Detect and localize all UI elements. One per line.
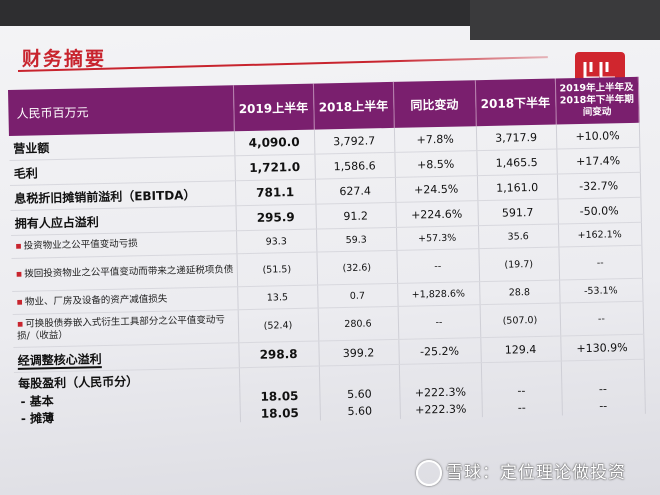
row-value: 3,792.7	[313, 127, 395, 155]
header-yoy: 同比变动	[392, 80, 476, 128]
row-value: 59.3	[315, 227, 397, 253]
row-label-text: 拥有人应占溢利	[14, 214, 99, 231]
row-value: 591.7	[477, 199, 558, 226]
row-value: +7.8%	[393, 126, 477, 153]
row-value: 280.6	[317, 306, 399, 342]
row-value: 13.5	[237, 285, 318, 310]
row-value: 399.2	[318, 339, 399, 367]
eps-diluted-value: --	[561, 396, 645, 416]
row-value: 1,721.0	[234, 154, 315, 181]
row-label-text: 可换股债券嵌入式衍生工具部分之公平值变动亏损/（收益）	[17, 314, 225, 342]
row-value: --	[396, 248, 480, 284]
row-label-text: 投资物业之公平值变动亏损	[23, 238, 138, 252]
row-label-text: 毛利	[13, 165, 38, 181]
row-value: --	[558, 245, 643, 281]
row-value: +17.4%	[556, 147, 640, 175]
row-value: 91.2	[315, 202, 396, 230]
row-value: 627.4	[314, 177, 396, 205]
row-value: --	[397, 304, 481, 340]
header-hoh: 2019年上半年及2018年下半年期间变动	[554, 76, 639, 125]
row-value: 295.9	[235, 204, 316, 231]
row-value: +8.5%	[394, 150, 477, 178]
row-value: -25.2%	[398, 337, 481, 365]
empty-cell	[318, 364, 400, 387]
row-value: 4,090.0	[233, 129, 315, 156]
empty-cell	[238, 366, 320, 389]
empty-cell	[560, 359, 645, 382]
eps-basic-value: --	[561, 379, 645, 399]
header-2019h1: 2019上半年	[232, 83, 314, 132]
bullet-icon: ▪	[15, 268, 23, 280]
row-value: 0.7	[317, 283, 398, 309]
header-2018h2: 2018下半年	[474, 78, 556, 127]
row-value: -32.7%	[556, 172, 641, 200]
row-value: (52.4)	[237, 308, 319, 343]
eps-basic-value: 18.05	[239, 386, 320, 406]
row-value: 129.4	[480, 335, 561, 363]
eps-basic-value: --	[481, 381, 562, 401]
row-value: 298.8	[238, 341, 319, 368]
row-value: +24.5%	[394, 175, 478, 203]
bullet-icon: ▪	[15, 240, 22, 252]
financial-summary-table: 人民币百万元 2019上半年 2018上半年 同比变动 2018下半年 2019…	[8, 76, 645, 427]
row-value: 781.1	[234, 179, 316, 206]
empty-cell	[398, 362, 482, 385]
row-label-text: 物业、厂房及设备的资产减值损失	[24, 293, 168, 308]
row-label-text: 营业额	[13, 140, 50, 156]
row-value: 93.3	[235, 229, 317, 254]
bullet-icon: ▪	[16, 318, 24, 330]
row-value: +10.0%	[555, 122, 640, 150]
row-value: (19.7)	[478, 247, 560, 282]
header-unit: 人民币百万元	[8, 85, 234, 136]
row-value: +224.6%	[395, 200, 478, 228]
eps-basic-value: +222.3%	[399, 383, 482, 402]
row-value: 28.8	[479, 280, 560, 305]
row-value: 35.6	[477, 224, 559, 249]
row-label: ▪ 拨回投资物业之公平值变动而带来之递延税项负债	[11, 253, 238, 292]
bullet-icon: ▪	[16, 296, 24, 308]
row-value: 1,586.6	[314, 152, 395, 180]
eps-basic-value: 5.60	[319, 384, 400, 404]
eps-diluted-value: +222.3%	[399, 400, 482, 419]
eps-diluted-value: --	[481, 398, 562, 418]
row-value: +162.1%	[557, 222, 642, 248]
row-value: --	[559, 301, 644, 336]
row-value: 3,717.9	[475, 124, 557, 151]
row-value: +57.3%	[395, 225, 479, 251]
row-label-text: 息税折旧摊销前溢利（EBITDA）	[14, 187, 196, 206]
row-value: 1,465.5	[476, 149, 557, 176]
photo-dark-corner	[470, 0, 660, 40]
row-value: +130.9%	[560, 334, 644, 361]
eps-diluted-value: 18.05	[239, 403, 320, 423]
eps-diluted-value: 5.60	[319, 401, 400, 421]
row-value: (32.6)	[316, 250, 398, 286]
row-value: -53.1%	[559, 278, 643, 303]
xueqiu-logo-icon	[416, 460, 442, 486]
row-label: ▪ 可换股债券嵌入式衍生工具部分之公平值变动亏损/（收益）	[12, 309, 239, 348]
row-label-text: 经调整核心溢利	[17, 351, 102, 370]
row-value: (507.0)	[479, 302, 561, 338]
header-2018h1: 2018上半年	[312, 81, 394, 130]
watermark-text: 雪球：定位理论做投资	[446, 463, 626, 483]
empty-cell	[480, 360, 562, 384]
row-value: 1,161.0	[476, 174, 558, 201]
watermark: 雪球：定位理论做投资	[416, 458, 626, 486]
row-label-text: 拨回投资物业之公平值变动而带来之递延税项负债	[24, 264, 234, 280]
row-value: +1,828.6%	[397, 281, 480, 307]
row-value: (51.5)	[236, 252, 318, 287]
page-title: 财务摘要	[22, 48, 107, 70]
row-value: -50.0%	[557, 197, 641, 225]
